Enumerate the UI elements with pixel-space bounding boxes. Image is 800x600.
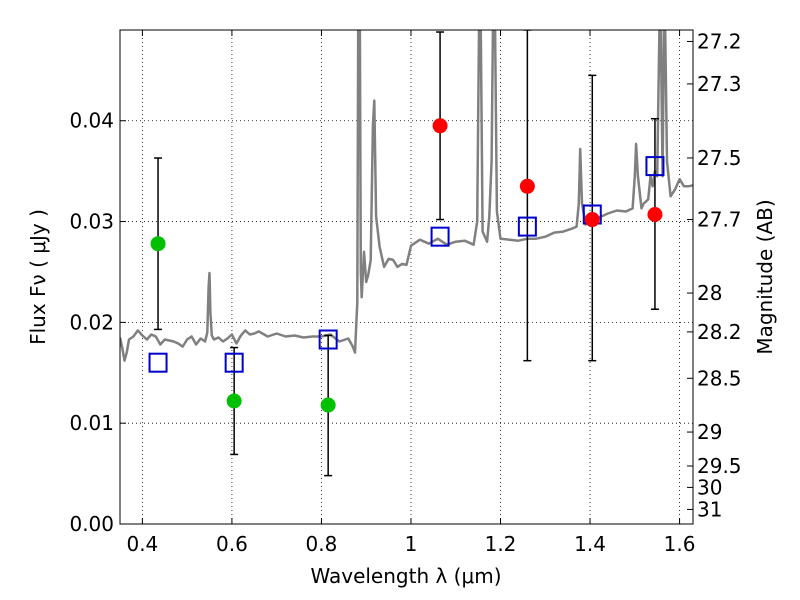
magnitude-tick-label: 27.5 [697, 146, 742, 170]
magnitude-tick-label: 30 [697, 475, 722, 499]
x-tick-label: 0.8 [306, 532, 338, 556]
y-tick-label: 0.03 [69, 210, 114, 234]
measured-photometry-point [320, 397, 336, 413]
model-photometry-square [224, 352, 244, 373]
plot-area [120, 30, 693, 477]
x-tick-label: 0.6 [216, 532, 248, 556]
x-tick-label: 0.4 [126, 532, 158, 556]
magnitude-tick-label: 28.5 [697, 366, 742, 390]
y-axis-title: Flux Fν ( μJy ) [26, 209, 50, 345]
x-tick-label: 1.2 [485, 532, 517, 556]
x-tick-label: 1.6 [664, 532, 696, 556]
magnitude-tick-label: 31 [697, 497, 722, 521]
y-tick-label: 0.01 [69, 411, 114, 435]
measured-photometry-point [150, 236, 166, 252]
magnitude-tick-label: 27.2 [697, 29, 742, 53]
y-tick-label: 0.00 [69, 512, 114, 536]
magnitude-tick-label: 29.5 [697, 454, 742, 478]
x-axis-title: Wavelength λ (μm) [310, 564, 501, 588]
axis-ticks: 0.4 0.6 0.8 1 1.2 1.4 1.6 0.00 0.01 0.02 0.03 0.04 2… [69, 29, 741, 556]
measured-photometry-point [432, 118, 448, 134]
model-photometry-square [645, 156, 665, 177]
measured-photometry-point [226, 393, 242, 409]
x-tick-label: 1.4 [574, 532, 606, 556]
magnitude-axis-title: Magnitude (AB) [753, 199, 777, 354]
y-tick-label: 0.02 [69, 310, 114, 334]
model-photometry-square [148, 352, 168, 373]
magnitude-tick-label: 28 [697, 281, 722, 305]
model-photometry-square [318, 329, 338, 350]
y-tick-label: 0.04 [69, 109, 114, 133]
model-spectrum-line [120, 30, 693, 362]
magnitude-tick-label: 29 [697, 420, 722, 444]
model-photometry-square [517, 216, 537, 237]
measured-photometry-point [647, 206, 663, 222]
measured-photometry-point [519, 178, 535, 194]
magnitude-tick-label: 27.7 [697, 208, 742, 232]
magnitude-tick-label: 27.3 [697, 72, 742, 96]
model-photometry-square [430, 226, 450, 247]
plot-background [120, 30, 693, 524]
plot-frame [119, 29, 694, 525]
x-tick-label: 1 [405, 532, 418, 556]
magnitude-tick-label: 28.2 [697, 320, 742, 344]
measured-photometry-point [584, 212, 600, 228]
